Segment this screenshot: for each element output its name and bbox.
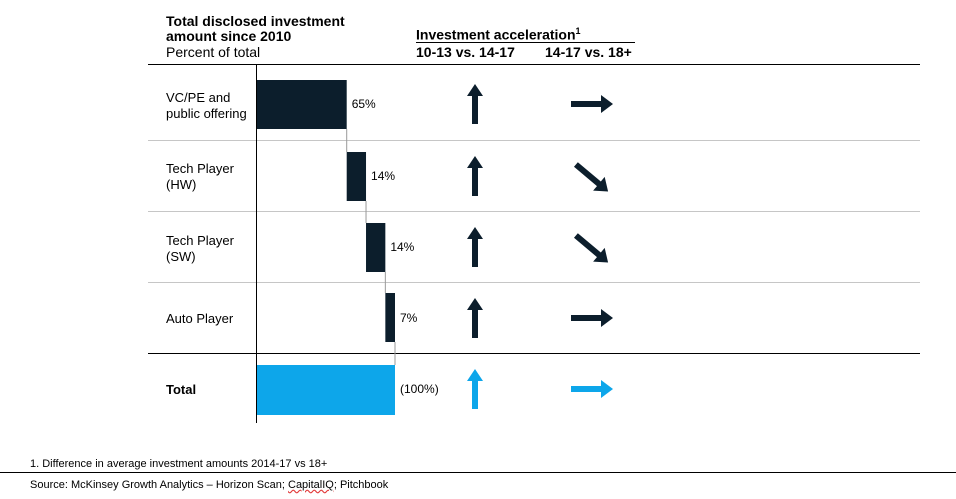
bar-baseline-axis	[256, 65, 257, 423]
chart-subtitle: Percent of total	[166, 44, 261, 60]
source-suffix: ; Pitchbook	[333, 479, 389, 491]
source-note: Source: McKinsey Growth Analytics – Hori…	[30, 479, 388, 491]
bar-segment	[385, 293, 395, 342]
arrow-up-icon	[467, 227, 483, 267]
bar-total	[257, 365, 395, 415]
row-label-line: Auto Player	[166, 311, 234, 326]
arrow-down-right-icon	[573, 233, 609, 263]
acceleration-title-text: Investment acceleration	[416, 26, 576, 43]
row-label-line: public offering	[166, 106, 247, 121]
arrow-right-icon	[571, 309, 613, 327]
arrow-down-right-icon-shape	[573, 233, 609, 263]
bar-segment	[346, 152, 367, 201]
total-rule	[148, 353, 920, 354]
footer-rule	[0, 472, 956, 473]
arrow-down-right-icon	[573, 162, 609, 192]
arrow-up-icon	[467, 156, 483, 196]
footnote: 1. Difference in average investment amou…	[30, 458, 328, 470]
acceleration-underline	[416, 42, 635, 43]
header-rule	[148, 64, 920, 65]
arrow-up-icon-shape	[467, 298, 483, 338]
bar-value-label: 65%	[352, 97, 376, 111]
arrow-right-icon	[571, 95, 613, 113]
bar-segment	[366, 223, 386, 272]
row-label-line: Tech Player	[166, 233, 234, 248]
bar-segment	[257, 80, 347, 129]
arrow-up-icon	[467, 84, 483, 124]
row-label-total: Total	[166, 382, 196, 398]
acceleration-title: Investment acceleration1	[416, 24, 581, 43]
row-divider	[148, 140, 920, 141]
row-label-line: (HW)	[166, 177, 197, 192]
bar-value-label: (100%)	[400, 382, 439, 396]
arrow-up-icon-shape	[467, 156, 483, 196]
arrow-right-icon-shape	[571, 380, 613, 398]
row-divider	[148, 211, 920, 212]
source-capitaliq: CapitalIQ	[288, 479, 334, 491]
row-label-tech-hw: Tech Player (HW)	[166, 161, 234, 193]
bar-value-label: 7%	[400, 311, 418, 325]
arrow-up-icon-shape	[467, 369, 483, 409]
arrow-up-icon	[467, 298, 483, 338]
arrow-up-icon	[467, 369, 483, 409]
row-label-line: Total	[166, 382, 197, 397]
arrow-right-icon-shape	[571, 95, 613, 113]
chart-title-line-1: Total disclosed investment	[166, 13, 345, 29]
row-divider	[148, 282, 920, 283]
arrow-right-icon	[571, 380, 613, 398]
row-label-line: VC/PE and	[166, 90, 231, 105]
row-label-auto: Auto Player	[166, 311, 233, 327]
bar-value-label: 14%	[390, 240, 414, 254]
chart-title-line-2: amount since 2010	[166, 28, 292, 44]
arrow-up-icon-shape	[467, 84, 483, 124]
arrow-up-icon-shape	[467, 227, 483, 267]
bar-value-label: 14%	[371, 169, 395, 183]
footnote-marker: 1	[575, 26, 581, 36]
source-prefix: Source: McKinsey Growth Analytics – Hori…	[30, 479, 288, 491]
arrow-down-right-icon-shape	[573, 162, 609, 192]
arrow-right-icon-shape	[571, 309, 613, 327]
chart-title: Total disclosed investment amount since …	[166, 14, 396, 44]
column-header-14-17-vs-18: 14-17 vs. 18+	[545, 44, 632, 60]
column-header-10-13-vs-14-17: 10-13 vs. 14-17	[416, 44, 515, 60]
row-label-tech-sw: Tech Player (SW)	[166, 233, 234, 265]
row-label-line: (SW)	[166, 249, 196, 264]
row-label-line: Tech Player	[166, 161, 234, 176]
row-label-vcpe: VC/PE and public offering	[166, 90, 247, 122]
